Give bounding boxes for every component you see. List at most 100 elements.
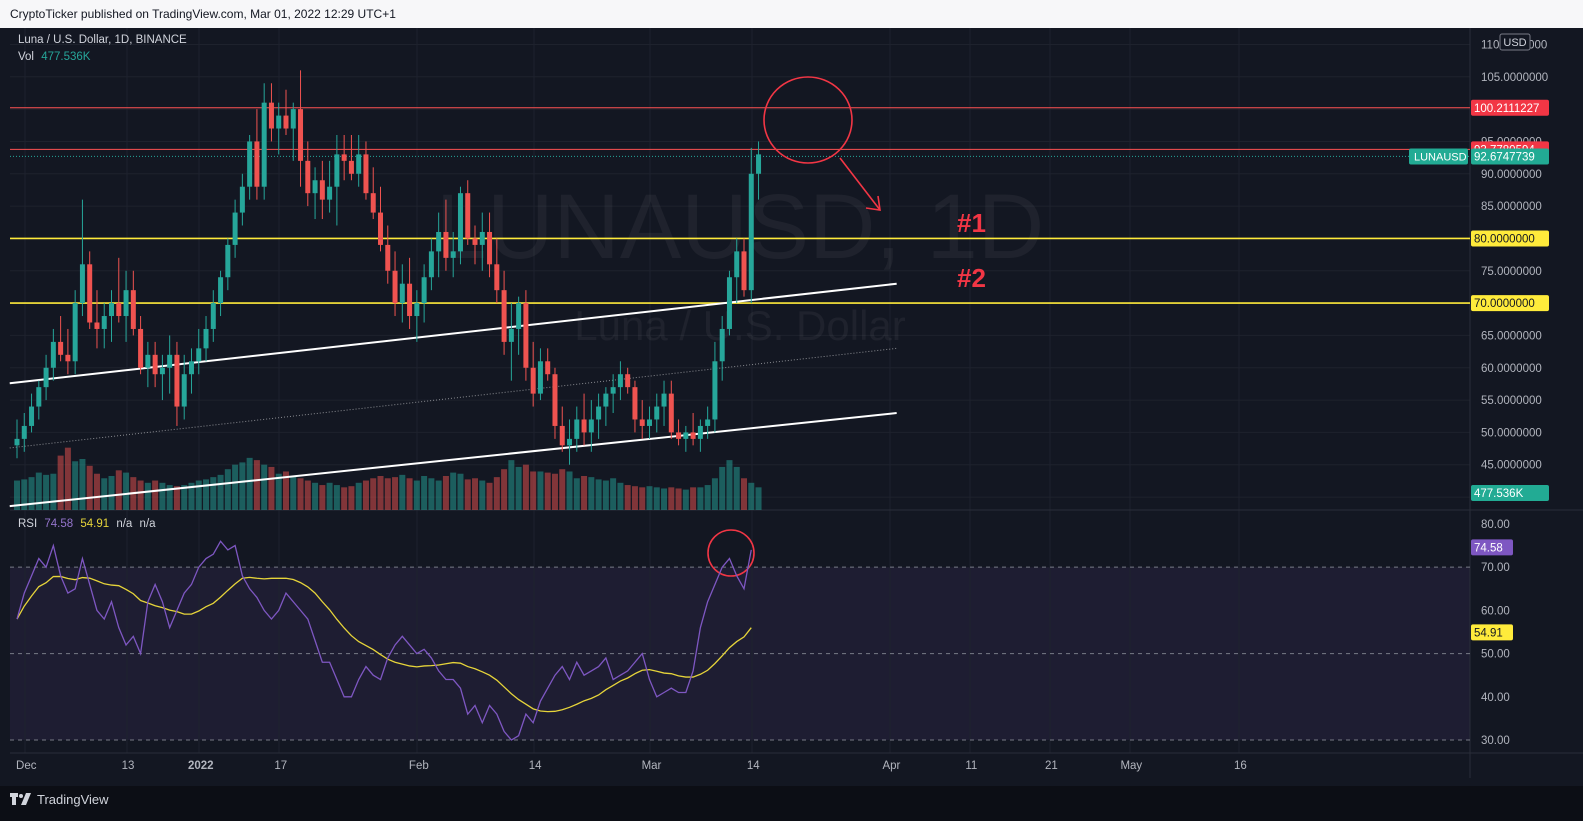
candle-body: [472, 238, 478, 245]
candle-body: [494, 264, 500, 291]
volume-bar: [595, 479, 602, 510]
watermark-symbol: LUNAUSD, 1D: [436, 176, 1044, 278]
volume-bar: [733, 466, 740, 510]
volume-bar: [290, 476, 297, 510]
candle-body: [385, 244, 391, 271]
candle-body: [348, 160, 354, 174]
price-axis-label: 75.0000000: [1481, 266, 1542, 278]
volume-bar: [261, 464, 268, 510]
candle-body: [392, 270, 398, 304]
volume-legend: Vol 477.536K: [18, 51, 90, 63]
candle-body: [748, 173, 754, 291]
volume-bar: [501, 469, 508, 510]
price-axis-label: 65.0000000: [1481, 330, 1542, 342]
volume-bar: [493, 477, 500, 510]
candle-body: [588, 419, 594, 433]
tradingview-brand: TradingView: [37, 791, 109, 807]
candle-body: [559, 425, 565, 446]
volume-bar: [428, 478, 435, 510]
publisher-text: CryptoTicker published on TradingView.co…: [10, 7, 396, 21]
volume-bar: [72, 461, 79, 510]
rsi-ma-line: [16, 575, 752, 713]
candle-body: [196, 348, 202, 362]
candle-body: [210, 303, 216, 329]
volume-bar: [624, 485, 631, 510]
candle-body: [50, 341, 56, 368]
candle-body: [399, 283, 405, 304]
candle-body: [188, 361, 194, 375]
candle-body: [203, 328, 209, 349]
volume-bar: [588, 477, 595, 510]
volume-bar: [450, 472, 457, 510]
volume-bar: [253, 460, 260, 510]
volume-bar: [682, 489, 689, 510]
volume-bar: [610, 478, 617, 510]
annotation-arrow: [839, 157, 881, 211]
time-axis-label: 11: [965, 760, 977, 772]
candle-body: [632, 387, 638, 420]
volume-bar: [741, 478, 747, 510]
price-badge: [1471, 295, 1549, 312]
candle-body: [378, 212, 383, 245]
candle-body: [290, 109, 296, 129]
candle-body: [697, 425, 703, 439]
candle-body: [218, 277, 224, 304]
candle-body: [596, 406, 602, 420]
candle-body: [530, 367, 536, 394]
time-axis-label: Mar: [642, 760, 662, 772]
volume-bar: [79, 459, 86, 510]
candle-body: [36, 387, 42, 407]
candle-body: [545, 361, 551, 375]
candle-body: [283, 115, 289, 129]
volume-bar: [297, 478, 304, 510]
candle-body: [501, 290, 507, 342]
volume-bar: [653, 487, 660, 510]
rsi-axis-label: 60.00: [1481, 605, 1510, 617]
volume-bar: [602, 480, 609, 510]
candle-body: [567, 438, 573, 446]
tradingview-logo[interactable]: TradingView: [10, 789, 109, 809]
time-axis-label: 14: [747, 760, 760, 772]
volume-bar: [144, 482, 151, 510]
volume-bar: [704, 485, 711, 510]
volume-bar: [224, 469, 231, 510]
candle-body: [58, 341, 64, 355]
annotation-circle: [763, 76, 853, 164]
candle-body: [327, 186, 333, 200]
candle-body: [654, 406, 660, 420]
volume-bar: [639, 487, 646, 510]
rsi-annotation-circle: [707, 529, 755, 577]
volume-bar: [137, 480, 144, 510]
volume-bar: [661, 488, 668, 510]
candle-body: [436, 231, 442, 252]
price-axis-label: 85.0000000: [1481, 201, 1542, 213]
candle-body: [516, 303, 522, 329]
candle-body: [159, 367, 165, 375]
price-badge: [1471, 539, 1513, 556]
rsi-axis-label: 80.00: [1481, 519, 1510, 531]
volume-bar: [21, 479, 28, 510]
candle-body: [29, 406, 35, 426]
volume-bar: [268, 466, 275, 510]
candle-body: [232, 212, 238, 245]
candle-body: [726, 277, 732, 329]
volume-bar: [203, 479, 210, 510]
price-badge: [1471, 99, 1549, 116]
rsi-label: RSI: [18, 518, 38, 530]
candle-body: [363, 154, 369, 194]
currency-box: [1499, 33, 1531, 51]
volume-bar: [341, 487, 348, 510]
candle-body: [181, 374, 187, 407]
volume-bar: [748, 482, 755, 510]
time-axis-label: 14: [529, 760, 542, 772]
time-axis-label: May: [1120, 760, 1142, 772]
symbol-tag: [1409, 148, 1468, 165]
volume-bar: [232, 464, 239, 510]
candle-body: [298, 109, 304, 161]
candle-body: [508, 328, 514, 342]
candle-body: [407, 283, 413, 317]
candle-body: [21, 425, 27, 439]
channel-line: [9, 412, 897, 508]
price-axis-label: 50.0000000: [1481, 427, 1542, 439]
